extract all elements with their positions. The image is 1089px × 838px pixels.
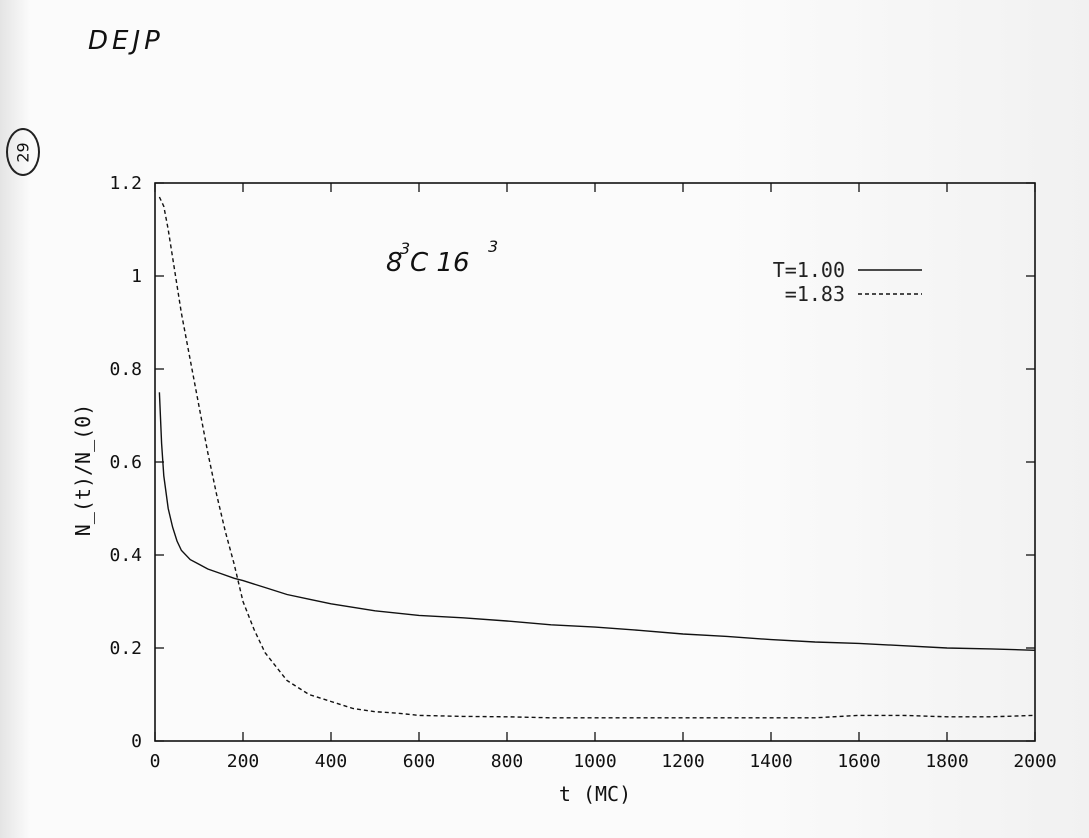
series-line-2: [158, 196, 1036, 719]
y-tick-label: 0.2: [109, 638, 142, 659]
x-tick-label: 0: [150, 751, 161, 772]
x-tick-label: 1000: [573, 751, 616, 772]
legend: T=1.00=1.83: [773, 258, 922, 306]
y-tick-label: 1: [131, 266, 142, 287]
y-tick-labels: 0 0.2 0.4 0.6 0.8 1 1.2: [109, 173, 142, 752]
x-axis-title: t (MC): [559, 782, 631, 806]
annotation-middle: C 16: [410, 248, 470, 278]
x-tick-labels: 0 200 400 600 800 1000 1200 1400 1600 1800 2000: [150, 751, 1057, 772]
x-tick-label: 2000: [1013, 751, 1056, 772]
annotation-base-a: 8: [386, 248, 403, 278]
legend-label-1: T=1.00: [773, 258, 845, 282]
y-tick-label: 0.8: [109, 359, 142, 380]
series-line-1: [158, 392, 1036, 651]
x-tick-label: 800: [491, 751, 524, 772]
y-axis-title: N_(t)/N_(0): [71, 404, 95, 536]
y-tick-label: 0.4: [109, 545, 142, 566]
series-lines: [158, 196, 1036, 719]
x-tick-label: 1600: [837, 751, 880, 772]
x-tick-label: 600: [403, 751, 436, 772]
plot-frame: [154, 182, 1036, 742]
y-tick-label: 1.2: [109, 173, 142, 194]
x-tick-label: 1400: [749, 751, 792, 772]
x-tick-label: 1800: [925, 751, 968, 772]
scan-gradient: [729, 0, 1089, 838]
x-tick-label: 400: [315, 751, 348, 772]
y-tick-label: 0: [131, 731, 142, 752]
handwritten-header: DEJP: [88, 26, 164, 56]
x-tick-label: 200: [227, 751, 260, 772]
page-number-circle: 29: [6, 128, 40, 176]
tick-marks: [154, 182, 1036, 742]
annotation-exp-b: 3: [488, 237, 498, 256]
y-tick-label: 0.6: [109, 452, 142, 473]
legend-label-2: =1.83: [785, 282, 845, 306]
annotation: 8 3 C 16 3: [386, 237, 498, 278]
x-tick-label: 1200: [661, 751, 704, 772]
annotation-exp-a: 3: [400, 239, 410, 258]
